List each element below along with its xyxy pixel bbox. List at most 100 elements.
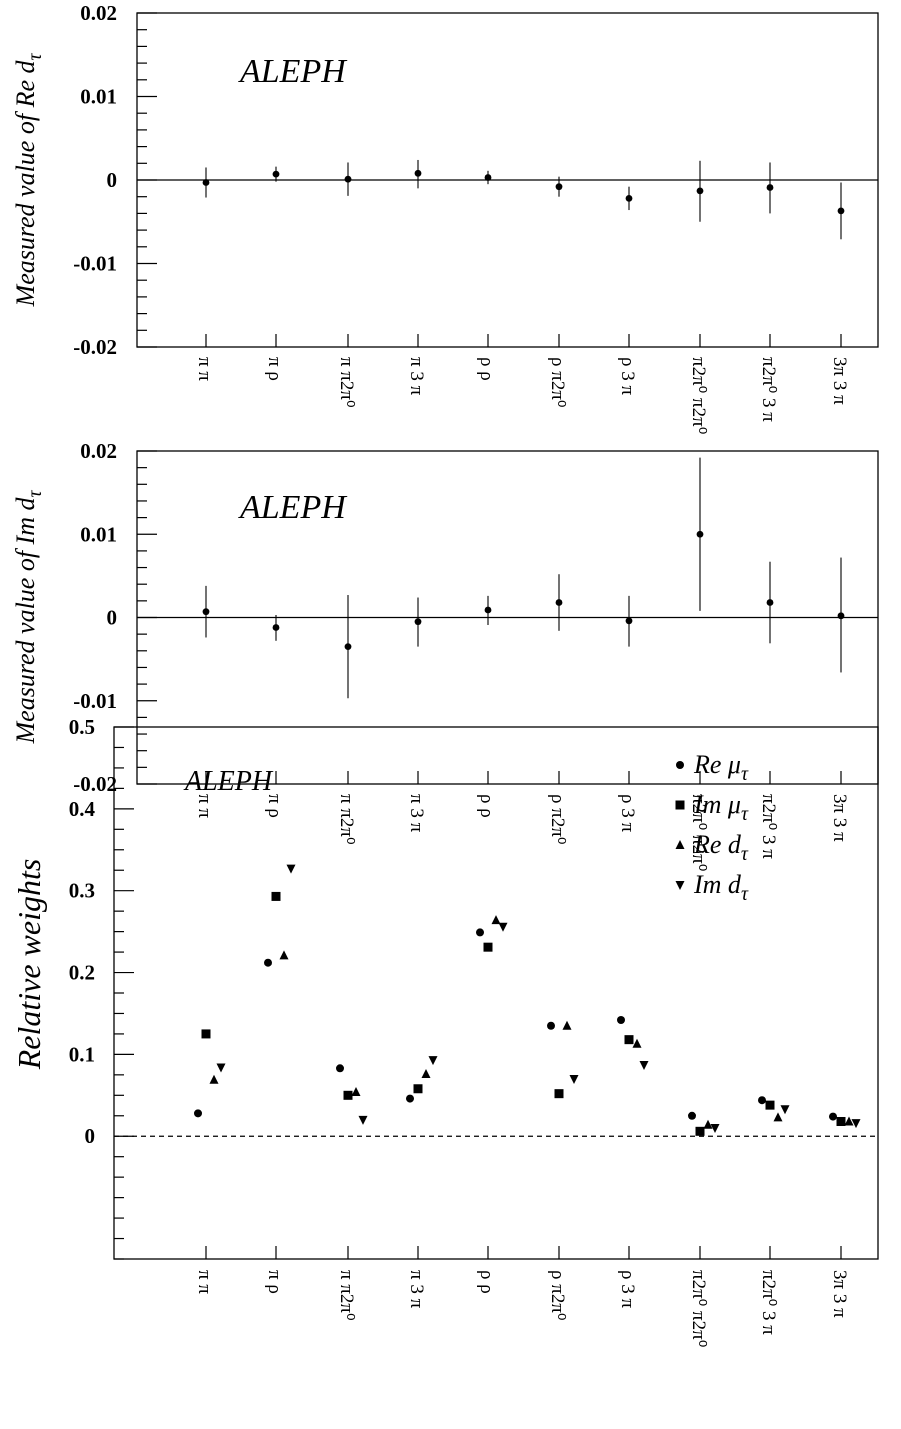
data-point [272,170,280,178]
y-tick-label: 0.3 [69,879,95,903]
x-category-label: π π2π⁰ [336,794,357,845]
data-point-circle [194,1109,202,1118]
y-tick-label: 0.4 [69,797,96,821]
data-point-circle [336,1064,344,1073]
data-point-triangle-up [632,1038,642,1048]
data-point [696,530,704,538]
y-tick-label: 0.02 [80,439,117,463]
x-category-label: 3π 3 π [829,357,850,405]
legend-entry: Re μτ [693,750,749,785]
legend-entry-subscript: τ [741,804,749,825]
x-category-label: ρ 3 π [617,1270,638,1308]
data-point [625,617,633,625]
legend-entry-subscript: τ [741,844,749,865]
y-axis-label-main: Measured value of Re d [11,60,40,308]
data-point [837,612,845,620]
y-tick-label: 0.2 [69,961,95,985]
data-point-triangle-down [851,1119,861,1129]
data-point-triangle-up [351,1087,361,1097]
data-point-triangle-down [498,922,508,932]
y-axis-label-subscript: τ [25,53,46,61]
y-tick-label: 0.5 [69,715,95,739]
data-point-triangle-down [216,1063,226,1073]
data-point [484,606,492,614]
x-category-label: π2π⁰ 3 π [758,357,779,422]
legend-entry-main: Im d [693,870,742,899]
y-tick-label: 0.02 [80,1,117,25]
legend-entry-main: Re μ [693,750,741,779]
legend-entry-subscript: τ [741,764,749,785]
x-category-label: π2π⁰ π2π⁰ [688,357,709,434]
y-tick-label: 0 [107,168,118,192]
data-point [625,194,633,202]
legend-marker-square [675,800,685,810]
x-category-label: π 3 π [406,357,427,396]
x-category-label: π ρ [264,1270,285,1294]
data-point-circle [264,958,272,967]
chart-title: ALEPH [238,53,348,90]
data-point-circle [829,1112,837,1121]
data-point [837,207,845,215]
chart-title: ALEPH [238,489,348,526]
data-point-circle [476,928,484,937]
y-axis-label: Measured value of Re dτ [11,53,46,308]
data-point-triangle-up [703,1119,713,1129]
data-point-triangle-down [639,1061,649,1071]
data-point-square [201,1029,211,1039]
x-category-label: π2π⁰ 3 π [758,1270,779,1335]
data-point-triangle-up [844,1116,854,1126]
data-point-square [624,1035,634,1045]
data-point-square [483,942,493,952]
data-point [555,599,563,606]
data-point [414,618,422,626]
data-point [766,184,774,191]
y-tick-label: -0.02 [73,772,117,796]
data-point-triangle-up [279,950,289,960]
data-point-triangle-down [428,1056,438,1066]
y-axis-label-main: Measured value of Im d [11,497,40,745]
data-point-triangle-up [209,1074,219,1084]
x-category-label: π π [194,357,215,381]
data-point-circle [406,1094,414,1103]
data-point [272,624,280,631]
data-point [766,599,774,606]
data-point [344,643,352,651]
data-point-square [271,891,281,901]
x-category-label: ρ 3 π [617,794,638,832]
x-category-label: ρ ρ [476,357,497,381]
y-axis-label-subscript: τ [25,490,46,498]
x-category-label: ρ ρ [476,1270,497,1294]
data-point-circle [688,1111,696,1120]
x-category-label: 3π 3 π [829,1270,850,1318]
data-point [202,179,210,186]
x-category-label: 3π 3 π [829,794,850,842]
x-category-label: π2π⁰ π2π⁰ [688,794,709,871]
x-category-label: ρ π2π⁰ [547,1270,568,1321]
y-tick-label: 0.01 [80,85,117,109]
y-tick-label: -0.01 [73,689,117,713]
x-category-label: π π [194,1270,215,1294]
data-point [202,608,210,616]
data-point [344,175,352,183]
x-category-label: π2π⁰ π2π⁰ [688,1270,709,1347]
data-point-circle [617,1016,625,1025]
x-category-label: π ρ [264,357,285,381]
data-point-square [695,1126,705,1136]
data-point-triangle-down [710,1124,720,1134]
data-point-triangle-down [286,864,296,874]
x-category-label: π 3 π [406,794,427,833]
legend-entry: Im dτ [693,870,749,905]
data-point-triangle-down [358,1115,368,1125]
y-tick-label: -0.02 [73,335,117,359]
data-point-triangle-down [780,1105,790,1115]
data-point-triangle-up [421,1069,431,1079]
chart-panel-1: 0.02 0.01 0 -0.01 -0.02 π π π ρ π π2π⁰ π 3 π ρ ρ ρ… [11,1,879,434]
legend-marker-circle [676,761,684,769]
data-point-circle [547,1021,555,1030]
legend-marker-triangle-up [675,840,685,849]
data-point-square [413,1084,423,1094]
y-tick-label: 0 [107,606,118,630]
y-axis-label: Relative weights [11,859,47,1071]
